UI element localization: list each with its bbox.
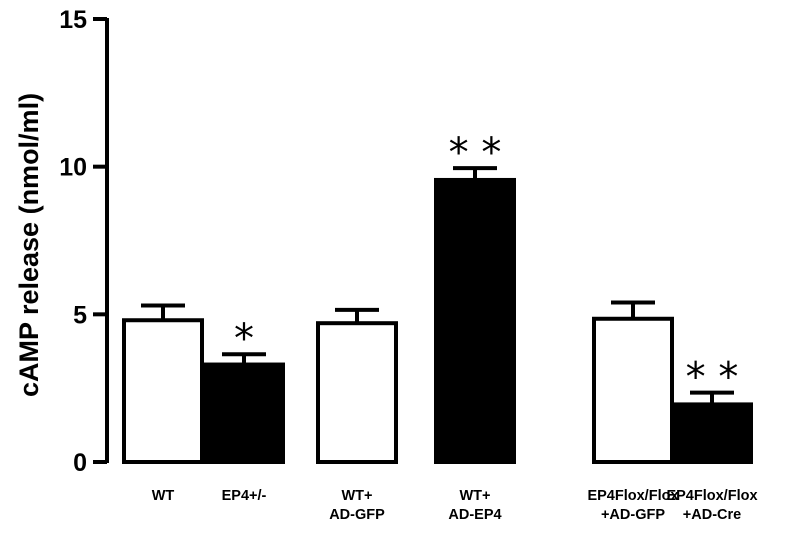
axes: 0 5 10 15 <box>59 6 109 477</box>
y-tick-label: 0 <box>73 449 87 477</box>
category-label: WT+ AD-EP4 <box>448 488 501 523</box>
category-label-line: +AD-Cre <box>683 507 741 523</box>
labels: WT * EP4+/- WT+ AD-GFP * * WT+ AD-EP4 EP4Flox/Fl… <box>152 130 758 523</box>
category-label: EP4Flox/Flox +AD-GFP <box>587 488 678 523</box>
category-label: EP4+/- <box>222 488 267 504</box>
bar <box>434 177 516 464</box>
significance-marker: * * <box>686 355 739 401</box>
bar <box>122 318 204 464</box>
y-axis-title: cAMP release (nmol/ml) <box>14 93 44 397</box>
category-label-line: EP4Flox/Flox <box>587 488 678 504</box>
bar <box>203 362 285 465</box>
category-label: EP4Flox/Flox +AD-Cre <box>666 488 757 523</box>
bars <box>122 166 753 465</box>
category-label-line: +AD-GFP <box>601 507 665 523</box>
category-label-line: EP4+/- <box>222 488 267 504</box>
category-label-line: EP4Flox/Flox <box>666 488 757 504</box>
significance-marker: * * <box>449 130 502 176</box>
category-label-line: AD-EP4 <box>448 507 501 523</box>
y-tick-label: 10 <box>59 154 87 182</box>
bar <box>671 402 753 465</box>
category-label: WT <box>152 488 175 504</box>
y-tick-label: 5 <box>73 301 87 329</box>
category-label-line: WT <box>152 488 175 504</box>
category-label-line: AD-GFP <box>329 507 385 523</box>
bar <box>592 316 674 464</box>
category-label-line: WT+ <box>341 488 372 504</box>
category-label-line: WT+ <box>459 488 490 504</box>
category-label: WT+ AD-GFP <box>329 488 385 523</box>
significance-marker: * <box>234 316 254 362</box>
y-tick-label: 15 <box>59 6 87 34</box>
bar <box>316 321 398 464</box>
